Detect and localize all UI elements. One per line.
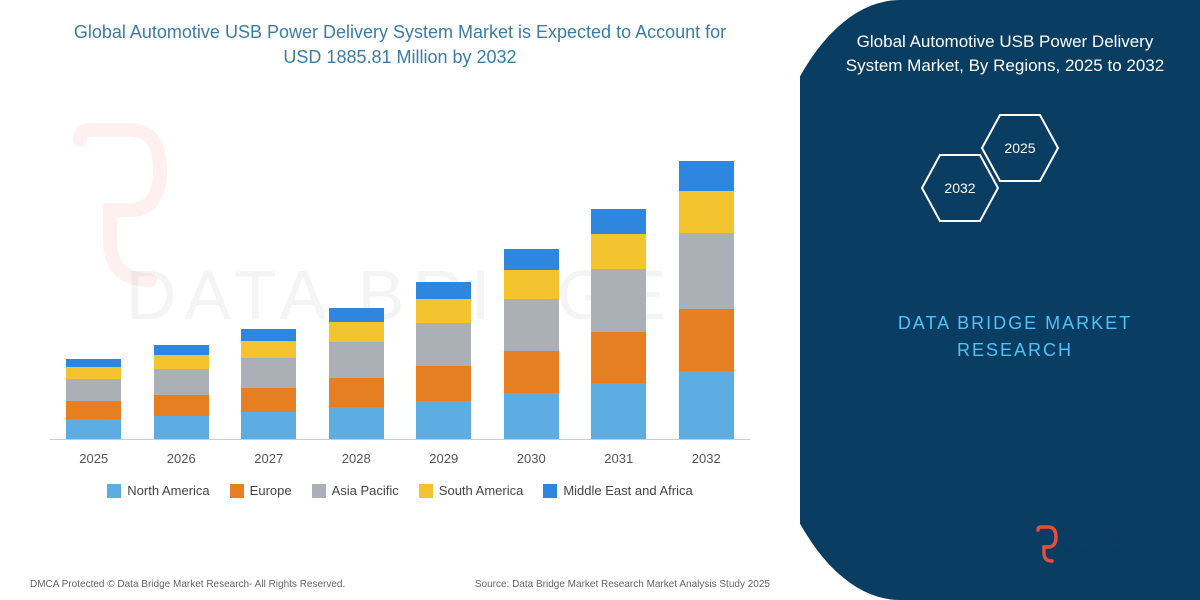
bar-segment bbox=[154, 355, 209, 369]
legend-swatch bbox=[543, 484, 557, 498]
legend: North America Europe Asia Pacific South Ame… bbox=[30, 483, 770, 498]
legend-label: South America bbox=[439, 483, 524, 498]
bar-stack bbox=[504, 249, 559, 439]
legend-label: Middle East and Africa bbox=[563, 483, 692, 498]
legend-item: Europe bbox=[230, 483, 292, 498]
bar-segment bbox=[329, 342, 384, 378]
legend-swatch bbox=[107, 484, 121, 498]
bar-segment bbox=[416, 282, 471, 299]
bar-stack bbox=[241, 329, 296, 439]
hexagon-container: 2025 2032 bbox=[830, 103, 1180, 243]
right-panel: Global Automotive USB Power Delivery Sys… bbox=[800, 0, 1200, 600]
bar-segment bbox=[504, 270, 559, 299]
brand-name: DATA BRIDGE MARKET RESEARCH bbox=[850, 310, 1180, 364]
bars-container bbox=[50, 140, 750, 440]
bar-segment bbox=[504, 299, 559, 351]
bar-segment bbox=[591, 269, 646, 332]
bar-segment bbox=[154, 395, 209, 416]
right-panel-title: Global Automotive USB Power Delivery Sys… bbox=[830, 30, 1180, 78]
bar-segment bbox=[591, 332, 646, 383]
bar-segment bbox=[329, 407, 384, 439]
legend-swatch bbox=[419, 484, 433, 498]
bar-stack bbox=[591, 209, 646, 439]
bar-segment bbox=[416, 323, 471, 366]
bar-segment bbox=[416, 299, 471, 323]
bar-segment bbox=[679, 309, 734, 371]
bar-stack bbox=[679, 161, 734, 439]
bar-segment bbox=[66, 379, 121, 401]
bar-segment bbox=[66, 401, 121, 419]
legend-swatch bbox=[230, 484, 244, 498]
x-axis-label: 2028 bbox=[329, 451, 384, 466]
bar-segment bbox=[591, 234, 646, 269]
footer-copyright: DMCA Protected © Data Bridge Market Rese… bbox=[30, 579, 345, 590]
bar-stack bbox=[416, 282, 471, 439]
x-axis-label: 2031 bbox=[591, 451, 646, 466]
bar-stack bbox=[66, 359, 121, 439]
hexagon-label: 2032 bbox=[944, 180, 975, 196]
hexagon-year-end: 2032 bbox=[920, 153, 1000, 223]
svg-text:MARKET RESEARCH: MARKET RESEARCH bbox=[1064, 548, 1134, 555]
chart-area: DATA BRIDGE 2025202620272028202920302031… bbox=[30, 120, 770, 470]
bar-segment bbox=[241, 388, 296, 412]
svg-text:DATA BRIDGE: DATA BRIDGE bbox=[1064, 532, 1138, 544]
bar-segment bbox=[66, 419, 121, 439]
bar-segment bbox=[241, 341, 296, 358]
bar-segment bbox=[241, 329, 296, 341]
x-axis-label: 2030 bbox=[504, 451, 559, 466]
bar-segment bbox=[154, 416, 209, 439]
bar-segment bbox=[241, 412, 296, 439]
bar-segment bbox=[504, 393, 559, 439]
bar-segment bbox=[329, 308, 384, 322]
bar-segment bbox=[504, 249, 559, 270]
bar-segment bbox=[241, 358, 296, 388]
bar-segment bbox=[66, 359, 121, 367]
legend-item: South America bbox=[419, 483, 524, 498]
bar-segment bbox=[154, 345, 209, 355]
footer-source: Source: Data Bridge Market Research Mark… bbox=[475, 579, 770, 590]
bar-segment bbox=[679, 161, 734, 191]
x-axis-label: 2025 bbox=[66, 451, 121, 466]
bar-stack bbox=[329, 308, 384, 439]
footer: DMCA Protected © Data Bridge Market Rese… bbox=[30, 579, 770, 590]
legend-item: North America bbox=[107, 483, 209, 498]
right-content: Global Automotive USB Power Delivery Sys… bbox=[800, 0, 1200, 263]
bar-segment bbox=[329, 378, 384, 407]
chart-title: Global Automotive USB Power Delivery Sys… bbox=[30, 20, 770, 70]
legend-item: Middle East and Africa bbox=[543, 483, 692, 498]
legend-item: Asia Pacific bbox=[312, 483, 399, 498]
company-logo: DATA BRIDGE MARKET RESEARCH bbox=[1030, 525, 1160, 570]
chart-panel: Global Automotive USB Power Delivery Sys… bbox=[0, 0, 800, 600]
bar-segment bbox=[154, 369, 209, 395]
x-axis-label: 2029 bbox=[416, 451, 471, 466]
bar-segment bbox=[416, 366, 471, 401]
bar-stack bbox=[154, 345, 209, 439]
bar-segment bbox=[679, 191, 734, 233]
x-axis-label: 2026 bbox=[154, 451, 209, 466]
hexagon-label: 2025 bbox=[1004, 140, 1035, 156]
bar-segment bbox=[679, 371, 734, 439]
bar-segment bbox=[329, 322, 384, 342]
legend-swatch bbox=[312, 484, 326, 498]
bar-segment bbox=[66, 367, 121, 379]
x-axis-label: 2032 bbox=[679, 451, 734, 466]
bar-segment bbox=[679, 233, 734, 309]
x-axis-label: 2027 bbox=[241, 451, 296, 466]
bar-segment bbox=[591, 209, 646, 234]
bar-segment bbox=[416, 401, 471, 439]
legend-label: North America bbox=[127, 483, 209, 498]
legend-label: Europe bbox=[250, 483, 292, 498]
legend-label: Asia Pacific bbox=[332, 483, 399, 498]
bar-segment bbox=[504, 351, 559, 393]
bar-segment bbox=[591, 383, 646, 439]
x-axis-labels: 2025 2026 2027 2028 2029 2030 2031 2032 bbox=[50, 451, 750, 466]
